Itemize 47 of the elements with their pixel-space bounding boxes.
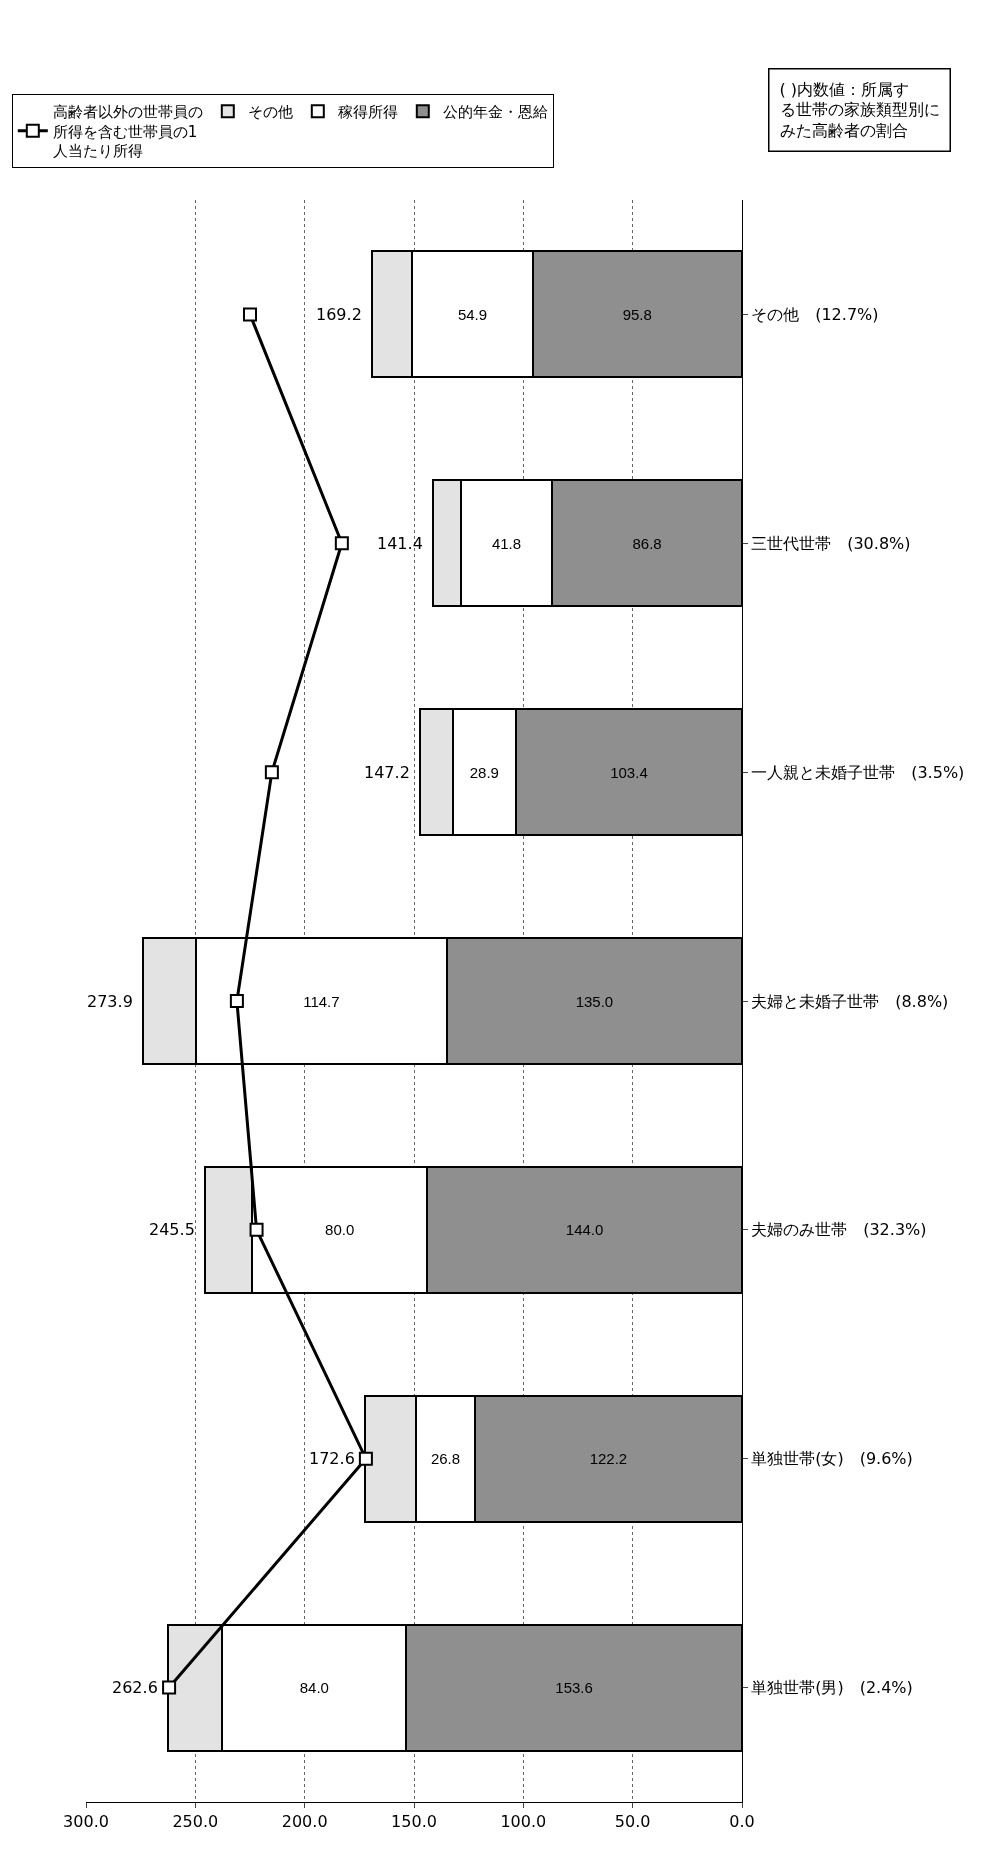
y-tick-label: 三世代世帯 (30.8%) bbox=[751, 533, 911, 553]
x-tick-label: 300.0 bbox=[63, 1812, 109, 1832]
total-label: 147.2 bbox=[364, 763, 410, 782]
x-tick-label: 150.0 bbox=[391, 1812, 437, 1832]
data-label: 95.8 bbox=[622, 305, 652, 323]
legend-label: 高齢者以外の世帯員の所得を含む世帯員の1人当たり所得 bbox=[52, 103, 203, 161]
total-label: 262.6 bbox=[112, 1678, 158, 1697]
data-label: 54.9 bbox=[457, 305, 488, 323]
data-label: 114.7 bbox=[303, 992, 340, 1010]
data-label: 144.0 bbox=[565, 1221, 604, 1239]
data-label: 122.2 bbox=[589, 1450, 628, 1468]
y-tick-label: 単独世帯(女) (9.6%) bbox=[751, 1449, 913, 1469]
total-label: 273.9 bbox=[87, 992, 133, 1011]
data-label: 80.0 bbox=[325, 1221, 355, 1239]
point bbox=[249, 1222, 264, 1237]
point bbox=[162, 1680, 177, 1695]
total-label: 141.4 bbox=[377, 534, 423, 553]
data-label: 84.0 bbox=[299, 1679, 329, 1697]
y-tick-label: その他 (12.7%) bbox=[751, 305, 879, 325]
data-label: 135.0 bbox=[575, 992, 614, 1010]
x-tick-label: 100.0 bbox=[500, 1812, 547, 1832]
point bbox=[358, 1451, 373, 1466]
data-label: 103.4 bbox=[610, 763, 648, 781]
y-tick-label: 夫婦のみ世帯 (32.3%) bbox=[751, 1220, 927, 1240]
total-label: 245.5 bbox=[149, 1220, 195, 1239]
y-tick-label: 夫婦と未婚子世帯 (8.8%) bbox=[751, 991, 949, 1011]
point bbox=[264, 765, 279, 780]
legend-label: 稼得所得 bbox=[337, 103, 398, 122]
y-tick-label: 一人親と未婚子世帯 (3.5%) bbox=[751, 762, 965, 782]
data-label: 153.6 bbox=[555, 1679, 593, 1697]
point bbox=[243, 307, 257, 322]
total-label: 169.2 bbox=[316, 305, 362, 324]
y-tick-label: 単独世帯(男) (2.4%) bbox=[751, 1678, 913, 1698]
data-label: 28.9 bbox=[469, 763, 499, 781]
data-label: 41.8 bbox=[491, 534, 522, 552]
legend-label: 公的年金・恩給 bbox=[442, 103, 548, 122]
x-tick-label: 50.0 bbox=[614, 1812, 651, 1832]
total-label: 172.6 bbox=[309, 1449, 355, 1468]
data-label: 86.8 bbox=[632, 534, 662, 552]
x-tick-label: 250.0 bbox=[172, 1812, 219, 1832]
text: ( )内数値：所属する世帯の家族類型別にみた高齢者の割合 bbox=[779, 79, 940, 141]
point bbox=[229, 994, 244, 1008]
x-tick-label: 200.0 bbox=[281, 1812, 328, 1832]
data-label: 26.8 bbox=[430, 1450, 461, 1468]
point bbox=[334, 536, 349, 551]
legend-label: その他 bbox=[247, 103, 293, 122]
x-tick-label: 0.0 bbox=[729, 1812, 755, 1832]
